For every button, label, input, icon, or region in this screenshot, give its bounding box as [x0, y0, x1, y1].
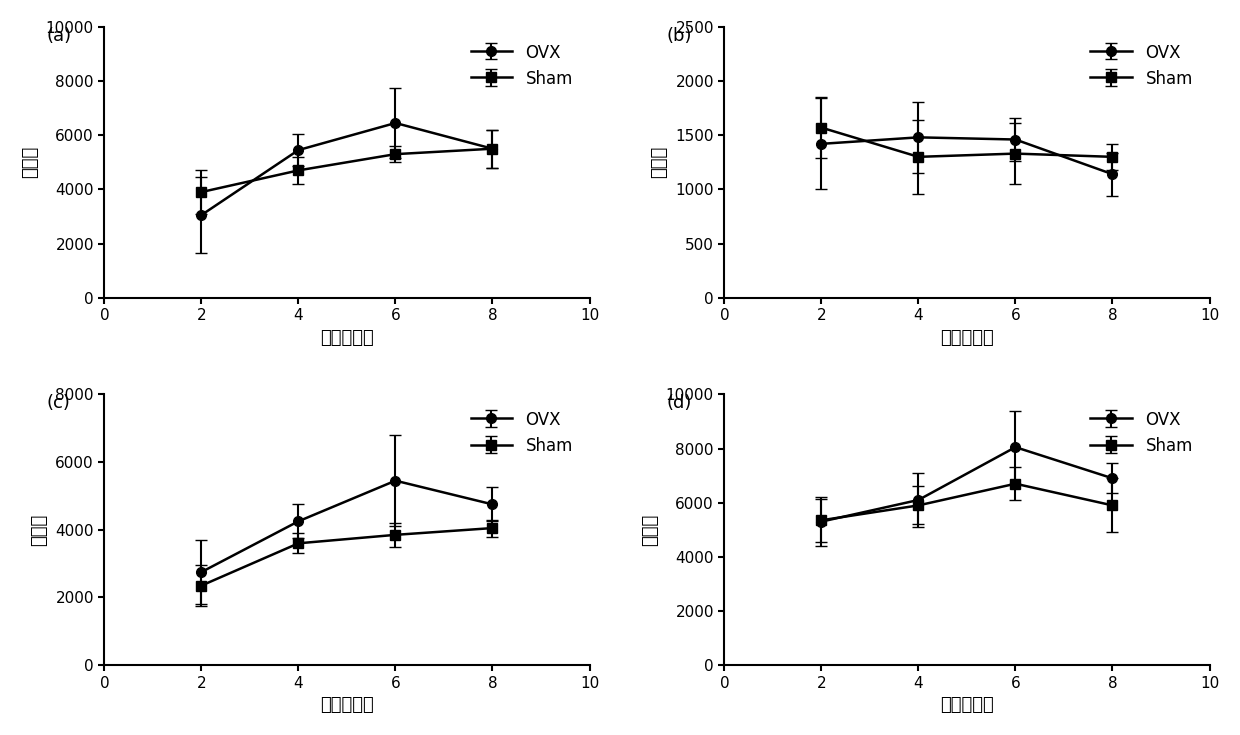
- Y-axis label: 荧光度: 荧光度: [30, 514, 48, 546]
- Text: (d): (d): [666, 395, 692, 412]
- Legend: OVX, Sham: OVX, Sham: [463, 35, 582, 96]
- Y-axis label: 荧光度: 荧光度: [641, 514, 658, 546]
- Legend: OVX, Sham: OVX, Sham: [1083, 403, 1202, 464]
- Legend: OVX, Sham: OVX, Sham: [463, 403, 582, 464]
- Text: (c): (c): [46, 395, 69, 412]
- X-axis label: 时间（周）: 时间（周）: [320, 329, 373, 347]
- Y-axis label: 荧光度: 荧光度: [651, 146, 668, 179]
- X-axis label: 时间（周）: 时间（周）: [320, 696, 373, 714]
- Text: (a): (a): [46, 27, 71, 45]
- X-axis label: 时间（周）: 时间（周）: [940, 329, 993, 347]
- Text: (b): (b): [666, 27, 692, 45]
- X-axis label: 时间（周）: 时间（周）: [940, 696, 993, 714]
- Y-axis label: 荧光度: 荧光度: [21, 146, 38, 179]
- Legend: OVX, Sham: OVX, Sham: [1083, 35, 1202, 96]
